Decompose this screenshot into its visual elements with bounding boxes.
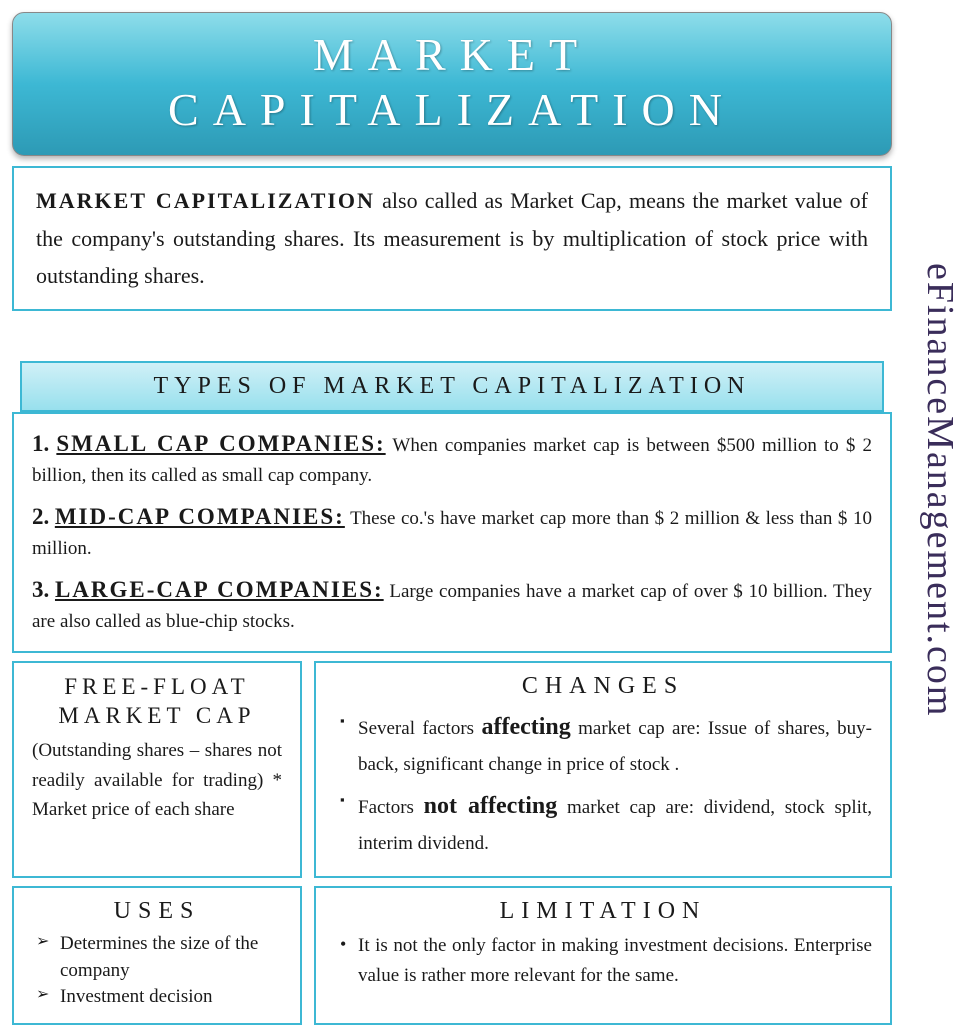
limitation-box: LIMITATION It is not the only factor in … xyxy=(314,886,892,1025)
uses-item: Determines the size of the company xyxy=(32,931,282,984)
changes-item: Several factors affecting market cap are… xyxy=(334,706,872,781)
changes-box: CHANGES Several factors affecting market… xyxy=(314,661,892,879)
freefloat-body: (Outstanding shares – shares not readily… xyxy=(32,736,282,824)
freefloat-box: FREE-FLOAT MARKET CAP (Outstanding share… xyxy=(12,661,302,879)
type-item: 2. MID-CAP COMPANIES: These co.'s have m… xyxy=(32,499,872,564)
infographic-container: MARKET CAPITALIZATION MARKET CAPITALIZAT… xyxy=(12,12,892,1033)
changes-title: CHANGES xyxy=(334,673,872,700)
main-title: MARKET CAPITALIZATION xyxy=(33,27,871,137)
limitation-item: It is not the only factor in making inve… xyxy=(334,931,872,990)
uses-item: Investment decision xyxy=(32,984,282,1011)
uses-title: USES xyxy=(32,898,282,925)
changes-item: Factors not affecting market cap are: di… xyxy=(334,785,872,860)
title-banner: MARKET CAPITALIZATION xyxy=(12,12,892,156)
row-middle: FREE-FLOAT MARKET CAP (Outstanding share… xyxy=(12,661,892,879)
types-content: 1. SMALL CAP COMPANIES: When companies m… xyxy=(12,412,892,653)
limitation-title: LIMITATION xyxy=(334,898,872,925)
definition-box: MARKET CAPITALIZATION also called as Mar… xyxy=(12,166,892,310)
definition-heading: MARKET CAPITALIZATION xyxy=(36,188,375,213)
brand-watermark: eFinanceManagement.com xyxy=(902,20,962,960)
type-item: 1. SMALL CAP COMPANIES: When companies m… xyxy=(32,426,872,491)
types-header: TYPES OF MARKET CAPITALIZATION xyxy=(20,361,884,412)
row-bottom: USES Determines the size of the company … xyxy=(12,886,892,1025)
freefloat-title: FREE-FLOAT MARKET CAP xyxy=(32,673,282,731)
uses-box: USES Determines the size of the company … xyxy=(12,886,302,1025)
type-item: 3. LARGE-CAP COMPANIES: Large companies … xyxy=(32,572,872,637)
